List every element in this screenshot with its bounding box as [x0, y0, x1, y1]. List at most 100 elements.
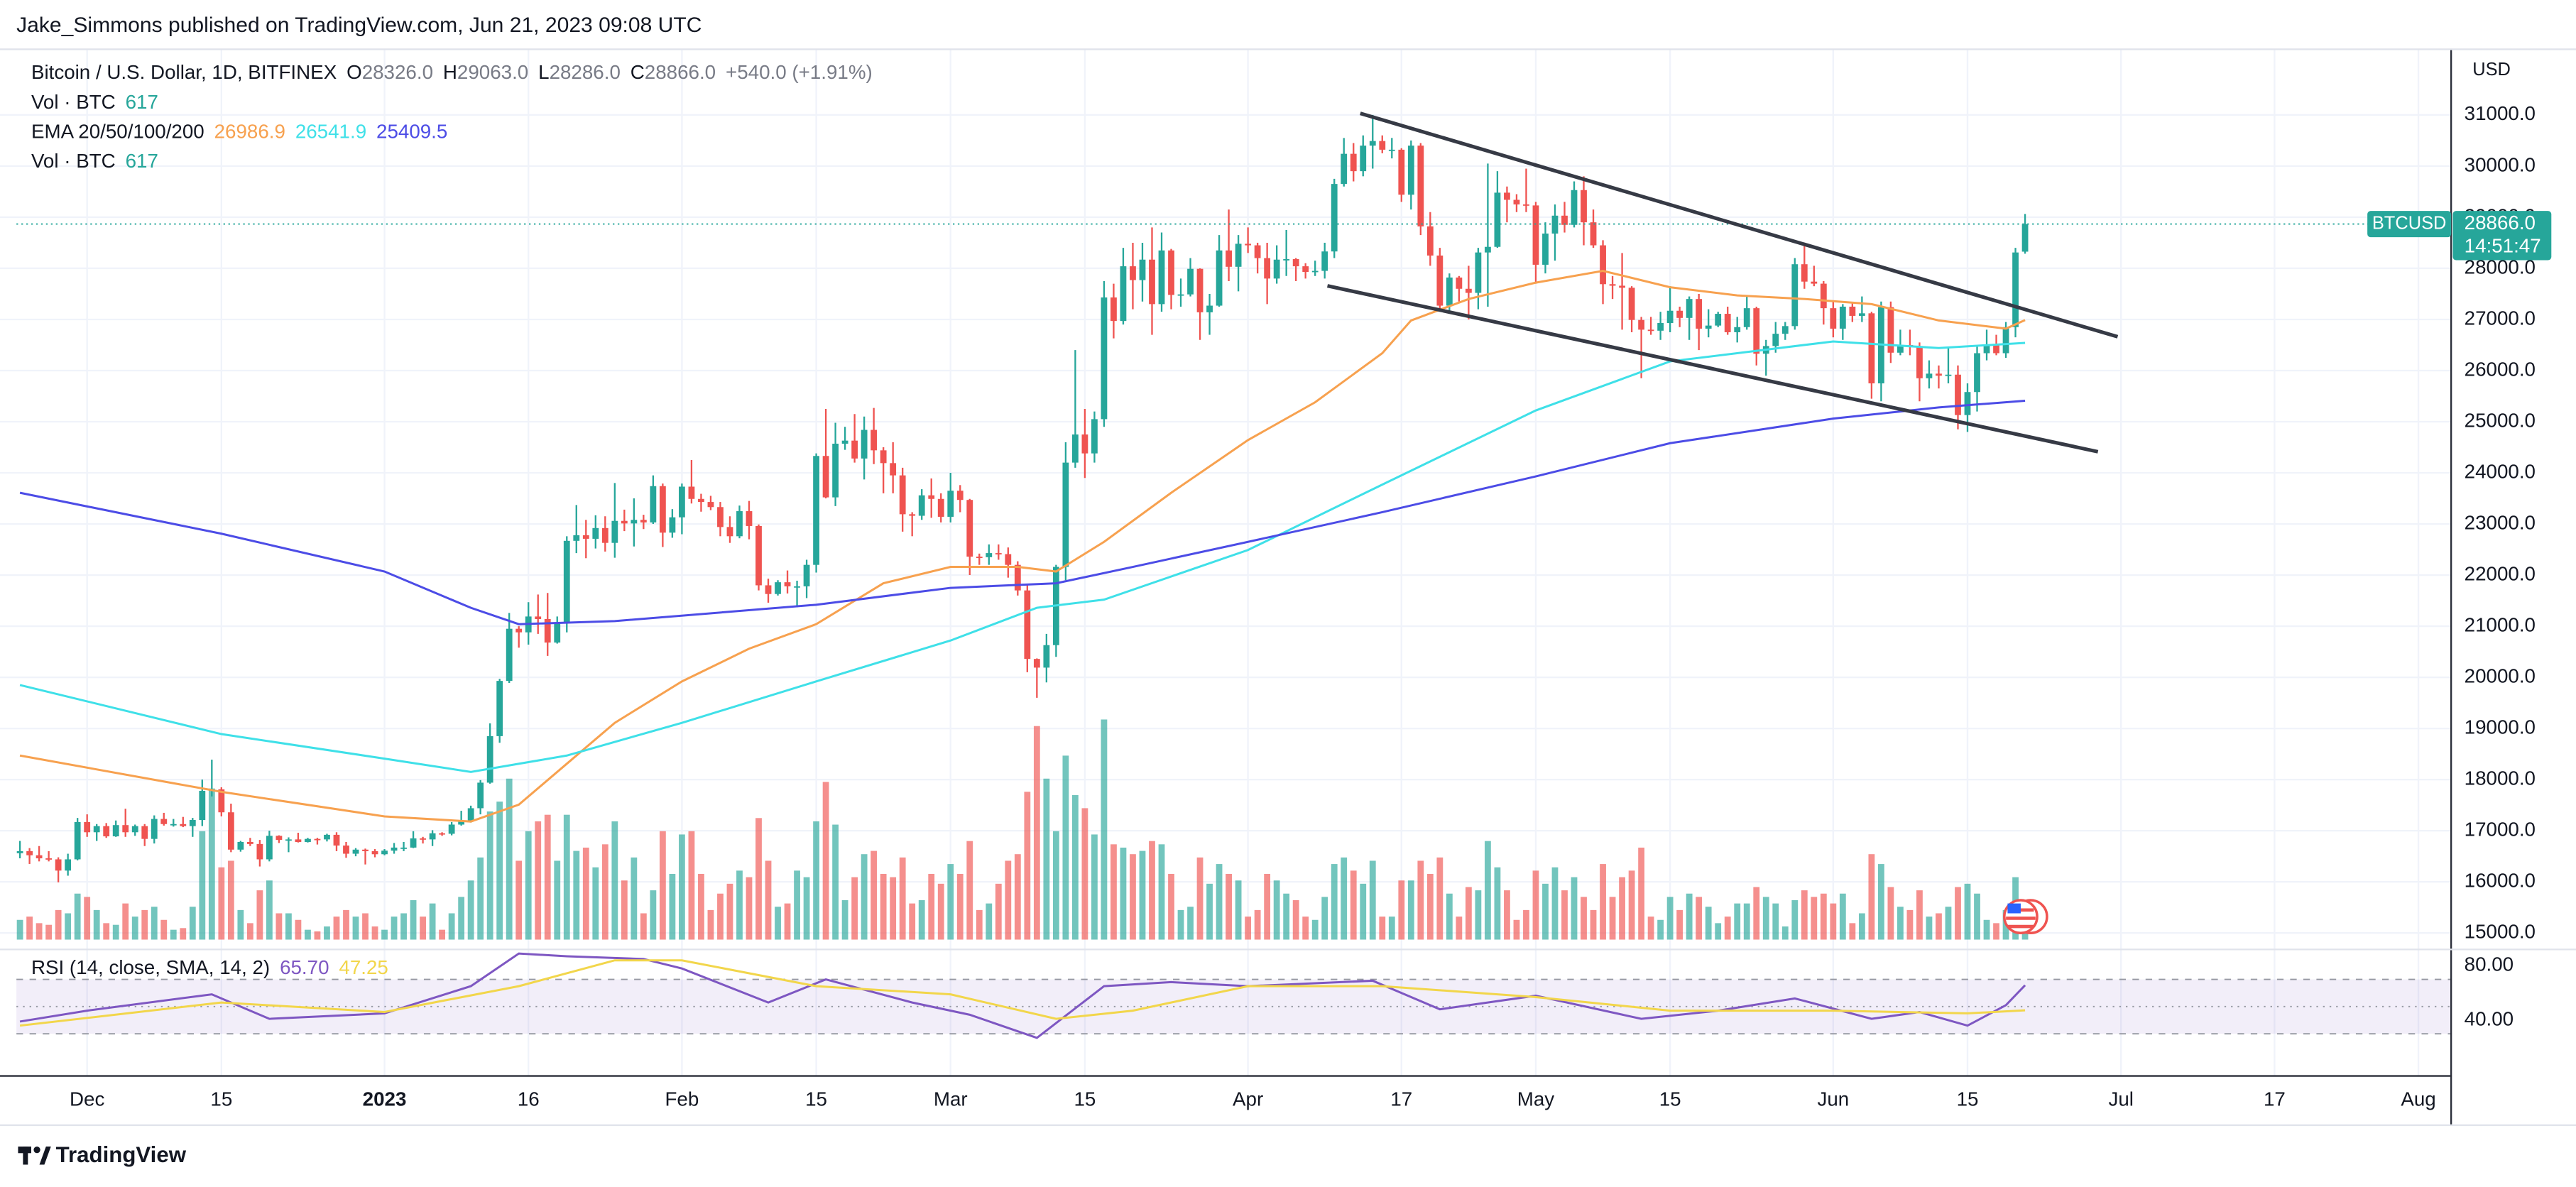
x-tick-label: 15	[210, 1088, 232, 1110]
volume-bar	[525, 831, 532, 940]
volume-bar	[45, 924, 53, 940]
volume-bar	[1657, 919, 1664, 940]
symbol-title: Bitcoin / U.S. Dollar, 1D, BITFINEX	[31, 61, 337, 83]
candle-body	[486, 735, 493, 783]
volume-bar	[688, 831, 695, 940]
volume-bar	[698, 873, 704, 940]
volume-name: Vol · BTC	[31, 91, 116, 113]
legend-change: +540.0 (+1.91%)	[726, 61, 873, 83]
candle-body	[305, 838, 311, 842]
volume-bar	[400, 913, 407, 940]
volume-bar	[1561, 890, 1568, 940]
volume-bar	[1043, 778, 1050, 940]
rsi-line	[19, 959, 2026, 1027]
volume-bar	[1542, 883, 1549, 940]
countdown-label: 14:51:47	[2465, 234, 2541, 256]
candle-body	[1849, 306, 1856, 316]
volume-bar	[1811, 897, 1818, 940]
volume-bar	[26, 917, 33, 940]
volume-bar	[1149, 841, 1155, 940]
candle-body	[103, 826, 110, 837]
volume-bar	[1196, 857, 1204, 940]
x-tick-label: 16	[518, 1088, 540, 1110]
rsi-tick-label: 40.00	[2465, 1007, 2514, 1029]
candle-body	[381, 850, 388, 855]
candle-body	[851, 440, 858, 459]
rsi-name: RSI (14, close, SMA, 14, 2)	[31, 956, 270, 978]
volume-bar	[141, 909, 148, 940]
volume-bar	[1426, 873, 1434, 940]
volume-bar	[707, 909, 714, 940]
volume-bar	[1993, 923, 1999, 940]
candle-body	[1216, 250, 1223, 306]
candle-body	[736, 511, 743, 537]
volume-bar	[1321, 897, 1328, 940]
candle-body	[180, 824, 187, 826]
volume-bar	[256, 890, 263, 940]
candle-body	[1715, 314, 1722, 326]
candle-body	[1993, 344, 1999, 354]
volume-bar	[410, 899, 417, 940]
event-icon[interactable]	[2003, 899, 2048, 934]
x-tick-label: Dec	[70, 1088, 104, 1110]
trendline-lower	[1326, 284, 2099, 454]
candle-body	[458, 820, 465, 825]
candle-body	[861, 430, 868, 459]
candle-body	[2012, 252, 2019, 327]
candle-body	[246, 841, 253, 844]
candle-body	[55, 859, 62, 871]
candle-body	[2021, 224, 2029, 252]
volume-bar	[1388, 917, 1395, 940]
x-tick-label: 2023	[363, 1088, 407, 1110]
candle-body	[410, 838, 417, 848]
volume-bar	[1628, 870, 1635, 940]
candle-body	[1168, 250, 1174, 295]
volume-bar	[1916, 890, 1923, 940]
x-tick-label: Aug	[2401, 1088, 2435, 1110]
volume-bar	[717, 893, 724, 940]
volume-bar	[937, 883, 944, 940]
volume-bar	[314, 931, 321, 940]
candle-body	[1091, 419, 1098, 454]
volume-bar	[1302, 917, 1309, 940]
volume-bar	[1101, 719, 1108, 940]
volume-bar	[803, 877, 810, 940]
volume-bar	[1781, 926, 1789, 940]
volume-bar	[1571, 877, 1578, 940]
volume-bar	[343, 909, 349, 940]
candle-body	[1341, 153, 1348, 185]
volume-bar	[822, 782, 829, 940]
volume-bar	[1456, 917, 1463, 940]
candle-body	[324, 834, 330, 840]
candle-body	[726, 527, 733, 537]
rsi-band	[16, 979, 2452, 1034]
volume-bar	[1331, 864, 1338, 940]
volume-bar	[275, 913, 283, 940]
candle-body	[285, 839, 292, 841]
volume-bar	[1436, 857, 1443, 940]
candle-body	[784, 582, 791, 586]
x-tick-label: 15	[805, 1088, 827, 1110]
ema-line	[19, 400, 2026, 625]
candle-body	[1120, 266, 1127, 322]
volume-bar	[1772, 903, 1779, 940]
x-tick-label: Feb	[665, 1088, 699, 1110]
volume-bar	[180, 928, 187, 940]
volume-bar	[535, 821, 542, 940]
candle-body	[256, 843, 263, 860]
volume-bar	[333, 917, 340, 940]
legend-l: L	[538, 61, 549, 83]
candle-body	[112, 825, 119, 837]
candle-body	[1292, 258, 1299, 267]
volume-bar	[352, 917, 359, 940]
volume-bar	[1264, 873, 1271, 940]
volume-bar	[1801, 890, 1808, 940]
candle-body	[275, 836, 283, 841]
ema-line	[19, 270, 2026, 823]
candle-body	[1936, 373, 1942, 376]
volume-value: 617	[126, 150, 158, 172]
candle-body	[151, 819, 158, 839]
volume-bar	[1273, 880, 1280, 940]
candle-body	[26, 850, 33, 855]
